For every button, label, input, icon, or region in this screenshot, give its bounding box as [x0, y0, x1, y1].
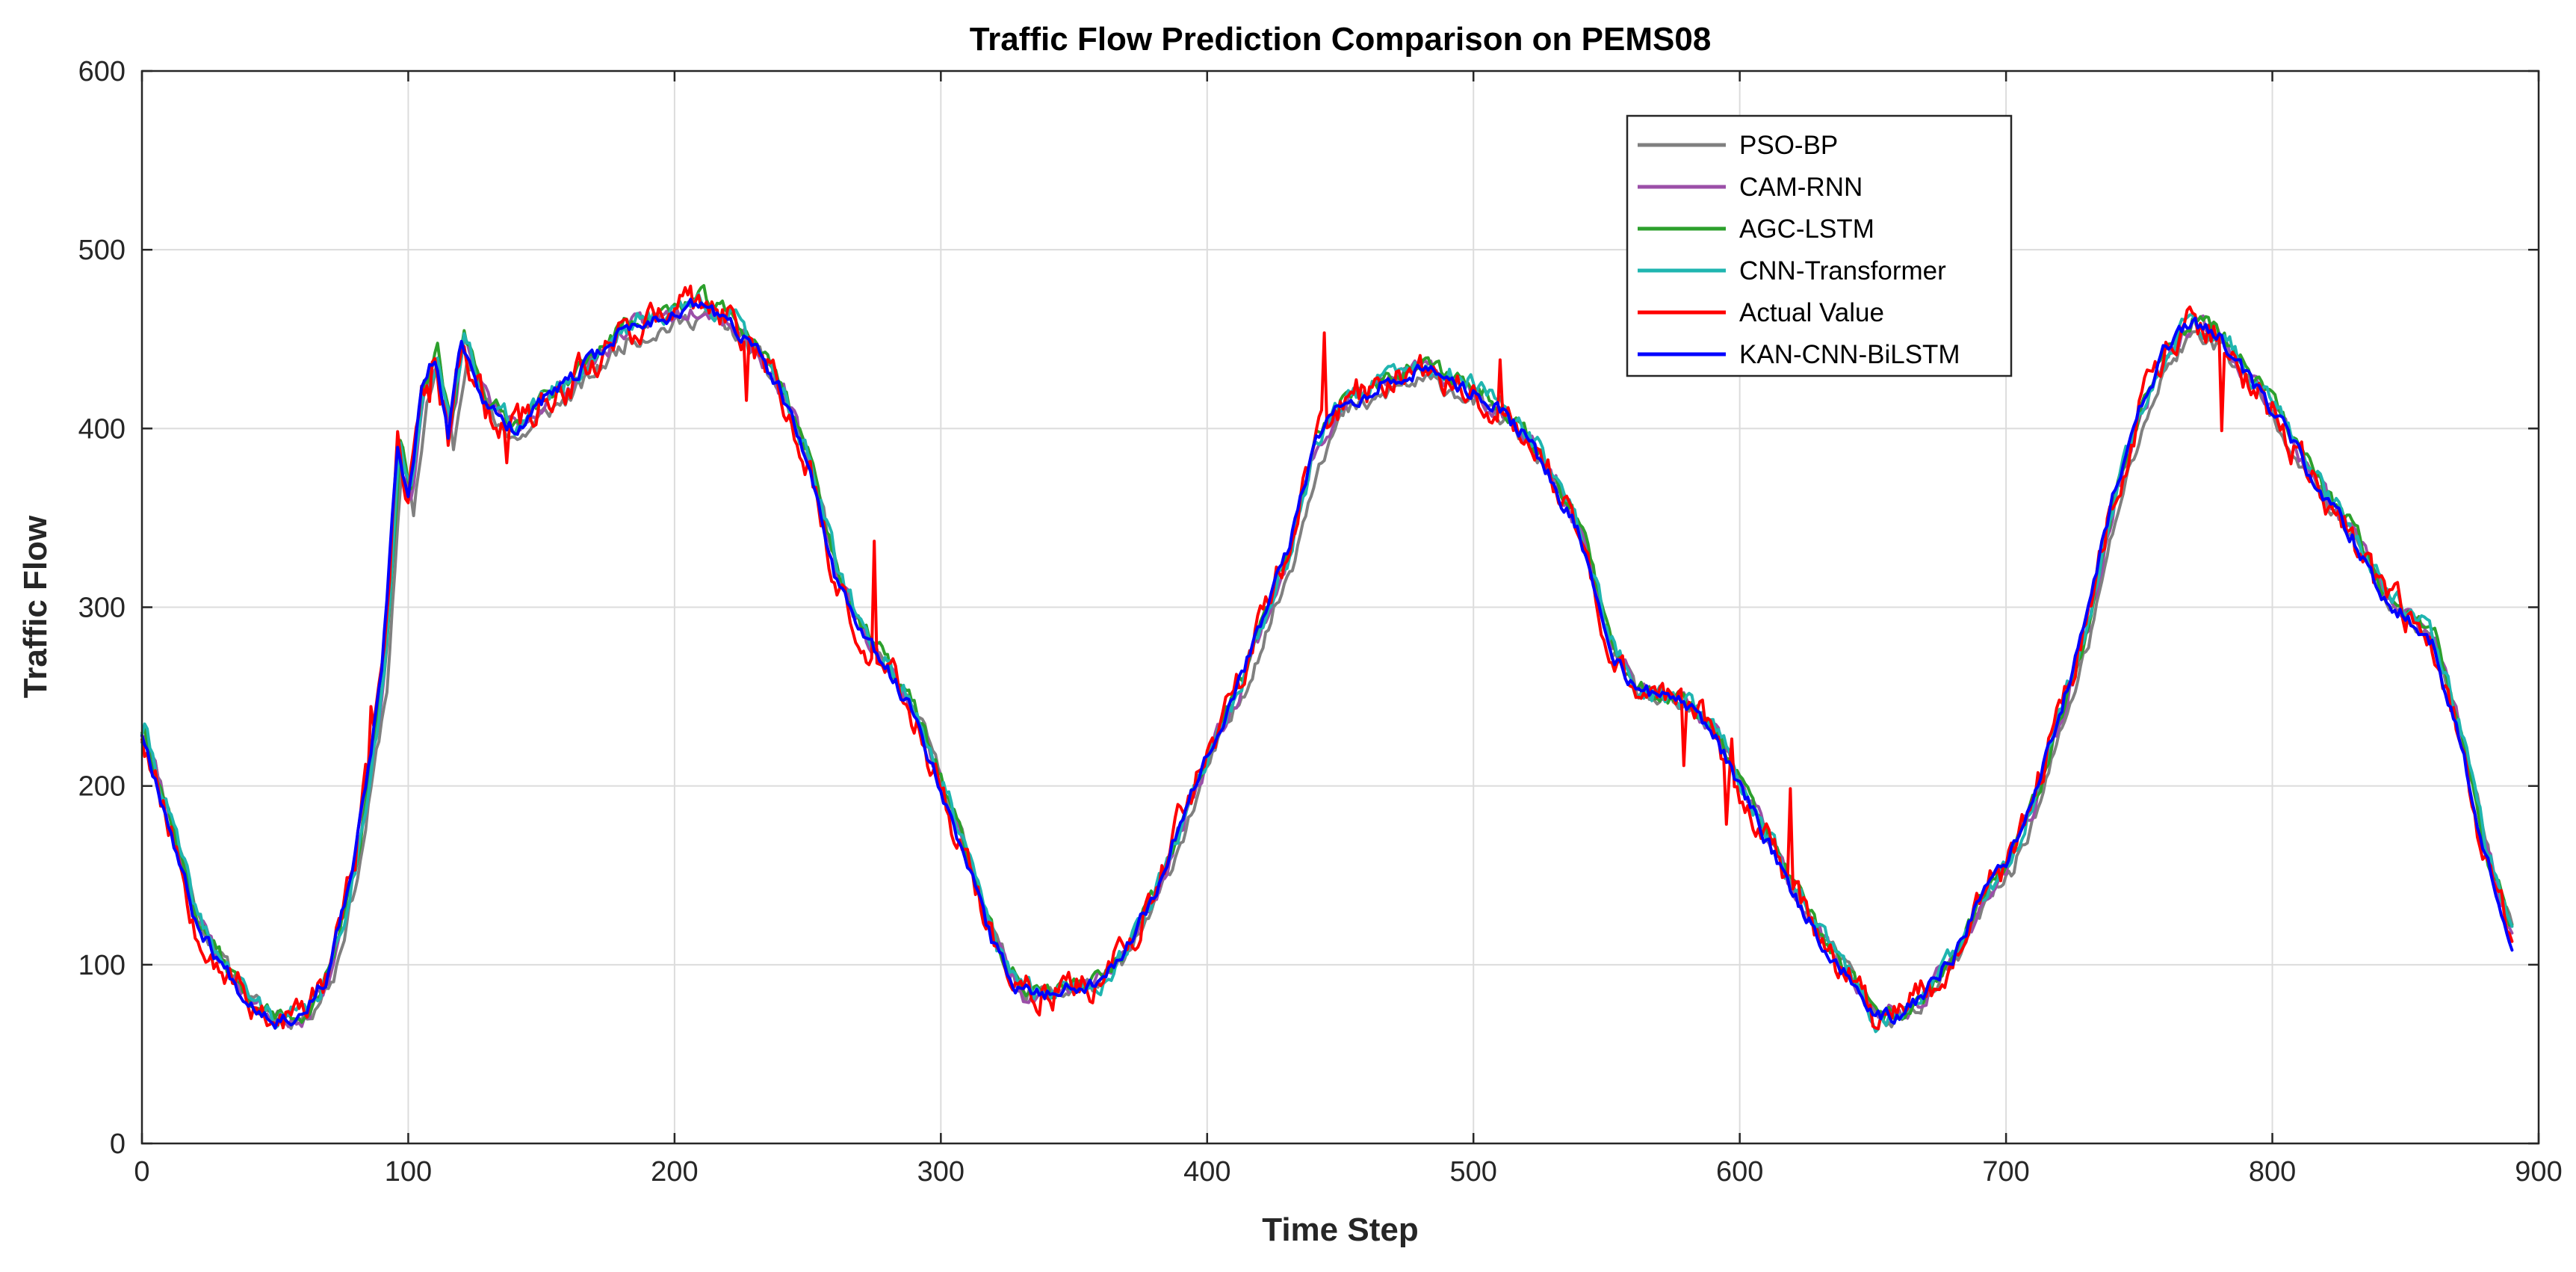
y-tick-label: 200: [78, 771, 126, 803]
y-tick-label: 100: [78, 950, 126, 981]
x-tick-label: 200: [651, 1156, 698, 1188]
y-tick-label: 0: [110, 1129, 126, 1160]
y-tick-label: 300: [78, 593, 126, 624]
legend-label: CAM-RNN: [1739, 173, 1863, 202]
series-line-actual-value: [140, 284, 2514, 1031]
x-tick-label: 400: [1183, 1156, 1230, 1188]
chart-title: Traffic Flow Prediction Comparison on PE…: [970, 21, 1712, 58]
y-axis-label: Traffic Flow: [17, 515, 54, 698]
legend-label: KAN-CNN-BiLSTM: [1739, 340, 1960, 369]
x-tick-label: 500: [1450, 1156, 1497, 1188]
y-tick-label: 500: [78, 235, 126, 266]
legend-label: Actual Value: [1739, 298, 1884, 327]
y-tick-label: 600: [78, 56, 126, 87]
ticks: 0 100 200 300 400 500 600 700 800 900 0 100 200 300 40…: [78, 56, 2563, 1188]
x-tick-label: 700: [1982, 1156, 2029, 1188]
legend-box: [1626, 114, 2013, 377]
x-tick-label: 900: [2515, 1156, 2562, 1188]
x-tick-label: 100: [385, 1156, 432, 1188]
x-tick-label: 600: [1716, 1156, 1763, 1188]
x-axis-label: Time Step: [1262, 1211, 1418, 1248]
series-line-kan-cnn-bilstm: [140, 297, 2514, 1030]
y-tick-label: 400: [78, 413, 126, 445]
x-tick-label: 300: [917, 1156, 965, 1188]
legend-label: PSO-BP: [1739, 131, 1838, 160]
x-tick-label: 0: [134, 1156, 149, 1188]
series-group: [140, 284, 2514, 1034]
legend-label: CNN-Transformer: [1739, 256, 1946, 285]
legend-label: AGC-LSTM: [1739, 214, 1874, 244]
legend: PSO-BP CAM-RNN AGC-LSTM CNN-Transformer Actu…: [1626, 114, 2013, 377]
x-tick-label: 800: [2249, 1156, 2296, 1188]
